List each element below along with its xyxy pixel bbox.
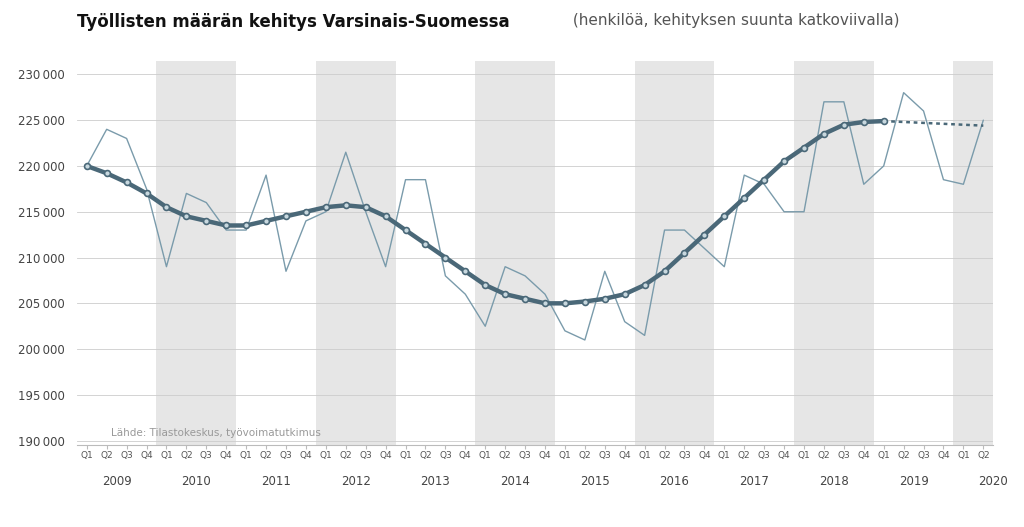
Bar [237, 61, 315, 445]
Text: 2016: 2016 [659, 475, 689, 487]
Point [876, 117, 892, 125]
Point [218, 221, 234, 230]
Text: 2014: 2014 [500, 475, 530, 487]
Bar [715, 61, 794, 445]
Text: 2011: 2011 [261, 475, 291, 487]
Point [716, 212, 732, 220]
Text: Työllisten määrän kehitys Varsinais-Suomessa: Työllisten määrän kehitys Varsinais-Suom… [77, 13, 509, 31]
Text: 2015: 2015 [580, 475, 609, 487]
Text: 2019: 2019 [899, 475, 929, 487]
Point [278, 212, 294, 220]
Text: 2013: 2013 [421, 475, 451, 487]
Point [517, 295, 534, 303]
Bar [794, 61, 873, 445]
Bar [395, 61, 475, 445]
Point [317, 203, 334, 211]
Point [178, 212, 195, 220]
Point [537, 299, 553, 308]
Bar [635, 61, 715, 445]
Point [816, 130, 833, 138]
Point [238, 221, 254, 230]
Bar [77, 61, 157, 445]
Point [736, 194, 753, 202]
Point [79, 162, 95, 170]
Point [119, 178, 135, 187]
Point [258, 217, 274, 225]
Point [656, 267, 673, 276]
Point [796, 143, 812, 152]
Text: (henkilöä, kehityksen suunta katkoviivalla): (henkilöä, kehityksen suunta katkoviival… [568, 13, 900, 28]
Point [676, 249, 692, 257]
Point [836, 121, 852, 129]
Point [457, 267, 473, 276]
Point [616, 290, 633, 298]
Bar [873, 61, 953, 445]
Bar [953, 61, 993, 445]
Bar [555, 61, 635, 445]
Point [198, 217, 214, 225]
Point [437, 253, 454, 262]
Point [856, 118, 872, 126]
Point [138, 189, 155, 198]
Point [637, 281, 653, 289]
Point [477, 281, 494, 289]
Text: 2018: 2018 [819, 475, 849, 487]
Point [577, 297, 593, 306]
Point [497, 290, 513, 298]
Text: 2020: 2020 [978, 475, 1009, 487]
Point [557, 299, 573, 308]
Point [756, 175, 772, 184]
Point [397, 226, 414, 235]
Bar [475, 61, 555, 445]
Text: 2009: 2009 [101, 475, 131, 487]
Point [696, 230, 713, 239]
Point [378, 212, 394, 220]
Point [417, 240, 433, 248]
Point [597, 295, 613, 303]
Text: 2017: 2017 [739, 475, 769, 487]
Bar [157, 61, 237, 445]
Text: 2010: 2010 [181, 475, 211, 487]
Bar [315, 61, 395, 445]
Point [298, 208, 314, 216]
Text: 2012: 2012 [341, 475, 371, 487]
Point [776, 157, 793, 165]
Point [338, 201, 354, 210]
Point [357, 203, 374, 211]
Text: Lähde: Tilastokeskus, työvoimatutkimus: Lähde: Tilastokeskus, työvoimatutkimus [111, 428, 321, 438]
Point [159, 203, 175, 211]
Point [98, 169, 115, 178]
